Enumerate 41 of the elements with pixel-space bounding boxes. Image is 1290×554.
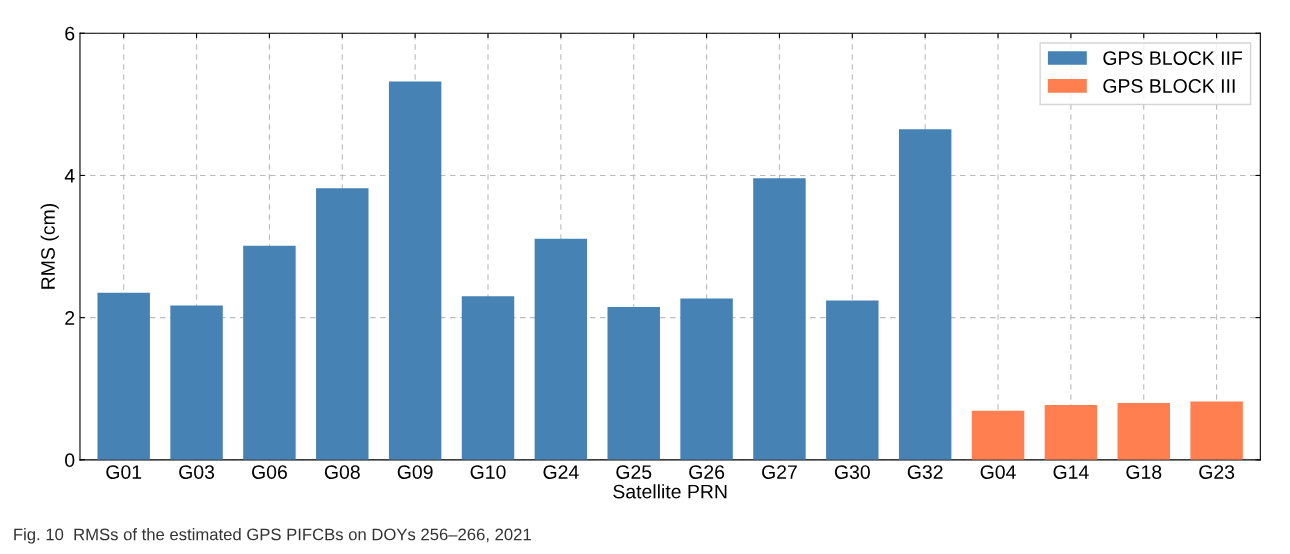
- x-tick-label: G30: [834, 465, 870, 479]
- bar: [243, 245, 296, 460]
- caption: Fig. 10 RMSs of the estimated GPS PIFCBs on DOYs 256–266, 2021: [14, 528, 531, 544]
- y-tick-label: 6: [65, 26, 75, 41]
- x-tick-label: G23: [1199, 465, 1235, 479]
- bar: [898, 129, 952, 460]
- x-tick-label: G32: [907, 465, 943, 479]
- bar: [680, 298, 733, 460]
- legend-label: GPS BLOCK IIF: [1103, 51, 1243, 66]
- x-axis-title: Satellite PRN: [613, 484, 727, 499]
- y-tick-label: 2: [65, 311, 75, 325]
- bar: [1044, 405, 1098, 460]
- bar: [607, 306, 660, 460]
- x-tick-label: G01: [106, 465, 142, 479]
- bar: [1117, 402, 1170, 460]
- x-tick-label: G25: [616, 465, 652, 479]
- bar: [1190, 401, 1243, 460]
- bar: [388, 81, 442, 460]
- x-tick-label: G03: [179, 465, 215, 479]
- bar: [316, 188, 369, 460]
- x-tick-label: G26: [689, 465, 725, 479]
- x-tick-label: G04: [980, 465, 1016, 479]
- x-tick-label: G09: [397, 465, 433, 479]
- bar: [170, 305, 223, 460]
- bar: [971, 410, 1025, 460]
- x-tick-label: G06: [252, 465, 287, 479]
- x-tick-label: G24: [543, 465, 579, 479]
- x-tick-label: G08: [324, 465, 360, 479]
- bar: [826, 300, 879, 460]
- bar: [97, 292, 150, 460]
- y-tick-label: 0: [65, 453, 75, 468]
- x-tick-label: G14: [1053, 465, 1089, 479]
- y-axis-title: RMS (cm): [40, 204, 59, 289]
- x-tick-label: G18: [1126, 465, 1162, 479]
- y-tick-label: 4: [64, 169, 75, 183]
- bar: [753, 178, 806, 460]
- x-tick-label: G10: [470, 465, 506, 479]
- bar: [534, 238, 588, 460]
- legend-label: GPS BLOCK III: [1103, 79, 1235, 93]
- bar: [461, 296, 515, 460]
- x-tick-label: G27: [762, 465, 797, 479]
